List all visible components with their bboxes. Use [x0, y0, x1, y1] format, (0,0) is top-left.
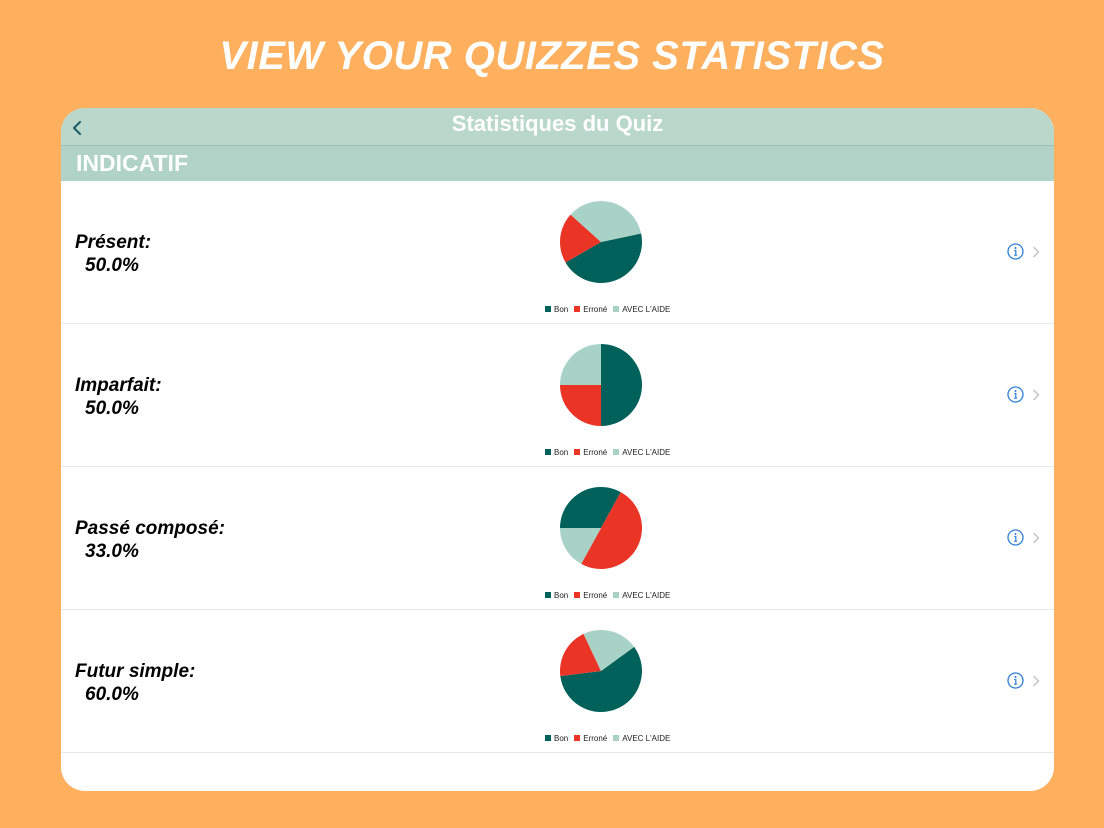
- page-title: Statistiques du Quiz: [451, 111, 664, 136]
- legend-label: AVEC L'AIDE: [622, 590, 671, 600]
- pie-chart: [559, 201, 642, 283]
- tense-percent: 33.0%: [85, 541, 139, 562]
- legend-swatch: [613, 735, 620, 741]
- legend-swatch: [574, 735, 581, 741]
- chevron-left-icon[interactable]: [69, 117, 85, 139]
- info-icon[interactable]: [1007, 386, 1024, 403]
- legend-swatch: [545, 735, 551, 741]
- quiz-stat-row[interactable]: Présent: 50.0% Bon Erroné AVEC L'AIDE: [61, 181, 1054, 324]
- promo-title: VIEW YOUR QUIZZES STATISTICS: [219, 34, 885, 78]
- chart-legend: Bon Erroné AVEC L'AIDE: [545, 303, 676, 315]
- pie-slice-bon: [601, 344, 642, 426]
- legend-swatch: [574, 592, 581, 598]
- legend-swatch: [613, 306, 620, 312]
- legend-item-bon: Bon: [545, 448, 568, 457]
- legend-swatch: [613, 592, 620, 598]
- tense-name: Présent:: [75, 232, 152, 253]
- tense-percent: 50.0%: [85, 255, 139, 276]
- pie-slice-bon: [560, 486, 621, 528]
- quiz-stat-row[interactable]: Futur simple: 60.0% Bon Erroné AVEC L'AIDE: [61, 610, 1054, 753]
- pie-slice-bon: [565, 233, 642, 283]
- legend-item-aide: AVEC L'AIDE: [613, 448, 670, 457]
- legend-label: AVEC L'AIDE: [622, 447, 671, 457]
- chart-legend: Bon Erroné AVEC L'AIDE: [545, 732, 676, 744]
- legend-label: Bon: [554, 304, 569, 314]
- legend-swatch: [545, 449, 551, 455]
- pie-chart: [559, 629, 642, 712]
- legend-label: AVEC L'AIDE: [622, 304, 671, 314]
- navigation-bar: Statistiques du Quiz: [61, 108, 1054, 146]
- tense-label: Imparfait: 50.0%: [75, 374, 162, 420]
- legend-label: Bon: [554, 590, 569, 600]
- pie-slice-aide: [560, 528, 601, 564]
- legend-item-bon: Bon: [545, 305, 568, 314]
- chevron-right-icon[interactable]: [1032, 389, 1040, 401]
- legend-item-aide: AVEC L'AIDE: [613, 305, 670, 314]
- legend-label: Bon: [554, 447, 569, 457]
- legend-item-bon: Bon: [545, 591, 568, 600]
- tense-label: Passé composé: 33.0%: [75, 517, 225, 563]
- quiz-stat-row[interactable]: Imparfait: 50.0% Bon Erroné AVEC L'AIDE: [61, 324, 1054, 467]
- legend-item-aide: AVEC L'AIDE: [613, 734, 670, 743]
- pie-slice-errone: [581, 492, 643, 570]
- legend-item-errone: Erroné: [574, 591, 607, 600]
- legend-label: AVEC L'AIDE: [622, 733, 671, 743]
- chevron-right-icon[interactable]: [1032, 246, 1040, 258]
- pie-slice-bon: [560, 646, 642, 712]
- info-icon[interactable]: [1007, 243, 1024, 260]
- pie-slice-aide: [560, 344, 601, 385]
- legend-swatch: [613, 449, 620, 455]
- tense-name: Passé composé:: [75, 518, 225, 539]
- legend-swatch: [545, 306, 551, 312]
- pie-chart: [560, 344, 642, 426]
- tense-label: Futur simple: 60.0%: [75, 660, 195, 706]
- app-window: Statistiques du Quiz INDICATIF Présent: 5…: [61, 108, 1054, 791]
- tense-name: Imparfait:: [75, 375, 162, 396]
- legend-item-errone: Erroné: [574, 734, 607, 743]
- legend-swatch: [574, 449, 581, 455]
- legend-label: Erroné: [583, 447, 608, 457]
- section-header: INDICATIF: [61, 146, 1054, 181]
- legend-item-bon: Bon: [545, 734, 568, 743]
- quiz-stat-row[interactable]: Passé composé: 33.0% Bon Erroné AVEC L'AIDE: [61, 467, 1054, 610]
- tense-label: Présent: 50.0%: [75, 231, 151, 277]
- legend-item-aide: AVEC L'AIDE: [613, 591, 670, 600]
- chart-legend: Bon Erroné AVEC L'AIDE: [545, 446, 676, 458]
- legend-label: Erroné: [583, 304, 608, 314]
- pie-slice-errone: [559, 633, 601, 677]
- chevron-right-icon[interactable]: [1032, 675, 1040, 687]
- tense-name: Futur simple:: [75, 661, 196, 682]
- legend-label: Bon: [554, 733, 569, 743]
- tense-percent: 60.0%: [85, 684, 139, 705]
- legend-swatch: [545, 592, 551, 598]
- tense-percent: 50.0%: [85, 398, 139, 419]
- pie-slice-errone: [560, 385, 601, 426]
- pie-slice-aide: [583, 629, 635, 671]
- chart-legend: Bon Erroné AVEC L'AIDE: [545, 589, 676, 601]
- info-icon[interactable]: [1007, 529, 1024, 546]
- legend-label: Erroné: [583, 733, 608, 743]
- section-title: INDICATIF: [76, 150, 189, 176]
- legend-swatch: [574, 306, 581, 312]
- pie-slice-aide: [570, 201, 642, 242]
- info-icon[interactable]: [1007, 672, 1024, 689]
- chevron-right-icon[interactable]: [1032, 532, 1040, 544]
- legend-item-errone: Erroné: [574, 305, 607, 314]
- legend-label: Erroné: [583, 590, 608, 600]
- legend-item-errone: Erroné: [574, 448, 607, 457]
- pie-slice-errone: [559, 214, 601, 263]
- pie-chart: [560, 486, 643, 570]
